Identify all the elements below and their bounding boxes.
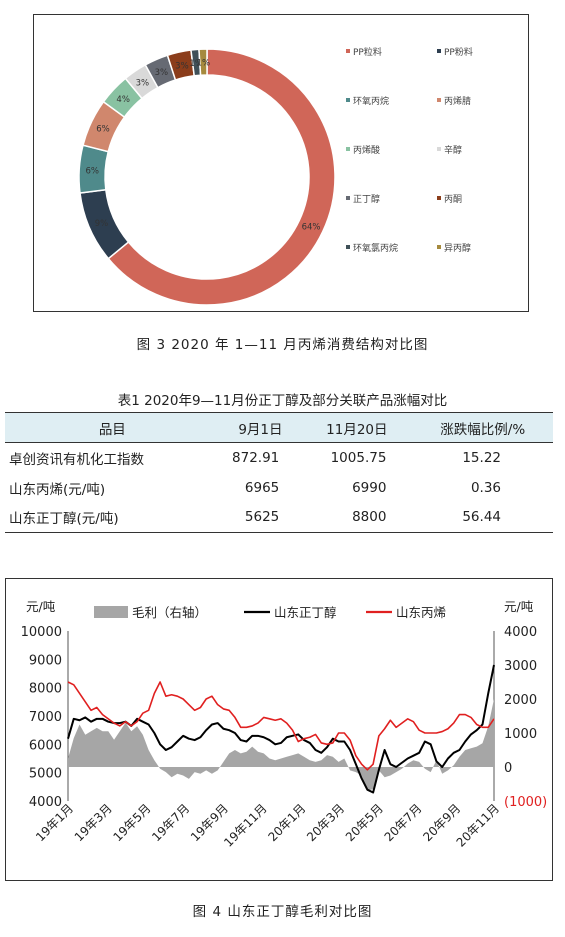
x-tick-label: 20年11月 (454, 801, 502, 849)
legend-swatch (94, 606, 128, 618)
left-tick-label: 9000 (29, 653, 62, 668)
legend-label: 正丁醇 (353, 193, 380, 205)
legend-swatch (437, 147, 441, 151)
table-cell: 6990 (352, 479, 387, 496)
donut-slice-label: 64% (302, 222, 321, 232)
table-cell: 872.91 (232, 449, 280, 466)
x-tick-label: 20年5月 (343, 801, 386, 844)
table-cell: 山东丙烯(元/吨) (9, 481, 106, 498)
donut-slice-label: 9% (95, 219, 109, 229)
butanol-price-line (67, 664, 495, 794)
right-tick-label: 4000 (504, 625, 537, 640)
legend-swatch (437, 196, 441, 200)
right-tick-label: 1000 (504, 727, 537, 742)
legend-swatch (346, 98, 350, 102)
donut-slice-label: 3% (155, 68, 169, 78)
figure4-caption: 图 4 山东正丁醇毛利对比图 (192, 904, 373, 920)
legend-label: 异丙醇 (444, 242, 471, 254)
propylene-price-line (67, 681, 495, 771)
x-tick-label: 19年7月 (149, 801, 192, 844)
legend-label: 环氧丙烷 (353, 95, 389, 107)
left-tick-label: 5000 (29, 767, 62, 782)
table1-title: 表1 2020年9—11月份正丁醇及部分关联产品涨幅对比 (117, 393, 448, 409)
legend-swatch (437, 245, 441, 249)
table-cell: 5625 (244, 509, 280, 526)
x-tick-label: 20年3月 (304, 801, 347, 844)
left-axis-unit: 元/吨 (26, 599, 56, 614)
comparison-table: 品目 9月1日 11月20日 涨跌幅比例/% 卓创资讯有机化工指数 872.91 1005… (5, 412, 553, 533)
x-tick-label: 20年1月 (265, 801, 308, 844)
table-cell: 卓创资讯有机化工指数 (9, 451, 144, 468)
legend-label: 丙烯酸 (353, 144, 380, 156)
left-tick-label: 6000 (29, 738, 62, 753)
table1-container: 品目 9月1日 11月20日 涨跌幅比例/% 卓创资讯有机化工指数 872.91 1005… (5, 412, 553, 533)
legend-label: 环氧氯丙烷 (353, 242, 398, 254)
table-row: 山东丙烯(元/吨) 6965 6990 0.36 (5, 473, 553, 503)
right-tick-label: 3000 (504, 659, 537, 674)
left-tick-label: 10000 (21, 625, 62, 640)
table-cell: 56.44 (462, 509, 501, 526)
donut-slice-label: 1% (197, 59, 211, 69)
donut-slice-label: 3% (136, 78, 150, 88)
table-cell: 山东正丁醇(元/吨) (9, 511, 119, 528)
table-header-cell: 涨跌幅比例/% (412, 412, 553, 443)
x-tick-label: 20年7月 (382, 801, 425, 844)
donut-slice-label: 6% (85, 166, 99, 176)
donut-slice (107, 48, 336, 306)
legend-label: 丙酮 (444, 194, 462, 205)
legend-label: PP粉料 (444, 46, 473, 58)
table-header-cell: 品目 (5, 412, 220, 443)
left-tick-label: 4000 (29, 795, 62, 810)
legend-label: 山东正丁醇 (274, 605, 337, 620)
legend-swatch (346, 147, 350, 151)
x-tick-label: 19年11月 (221, 801, 269, 849)
legend-swatch (346, 49, 350, 53)
donut-slice-label: 6% (96, 125, 110, 135)
table-row: 山东正丁醇(元/吨) 5625 8800 56.44 (5, 503, 553, 533)
left-tick-label: 7000 (29, 710, 62, 725)
figure3-caption: 图 3 2020 年 1—11 月丙烯消费结构对比图 (136, 337, 429, 353)
legend-swatch (346, 196, 350, 200)
legend-label: PP粒料 (353, 46, 382, 58)
legend-label: 毛利（右轴） (132, 605, 207, 620)
margin-line-chart: 1000090008000700060005000400040003000200… (21, 599, 548, 850)
table-cell: 6965 (244, 479, 280, 496)
donut-slice-label: 3% (175, 61, 189, 71)
x-tick-label: 19年3月 (72, 801, 115, 844)
figure4-chart-frame: 10000 9000 8000 7000 6000 5000 4000 4000 3000 200… (5, 578, 553, 881)
right-tick-label: (1000) (504, 795, 547, 810)
legend-swatch (437, 98, 441, 102)
table-header-cell: 11月20日 (301, 412, 413, 443)
table-header-cell: 9月1日 (219, 412, 302, 443)
table-cell: 8800 (352, 509, 387, 526)
table-header-row: 品目 9月1日 11月20日 涨跌幅比例/% (5, 412, 553, 443)
right-tick-label: 0 (504, 761, 512, 776)
table-cell: 15.22 (462, 449, 501, 466)
right-axis-unit: 元/吨 (504, 599, 534, 614)
left-tick-label: 8000 (29, 682, 62, 697)
donut-slice-label: 1% (189, 59, 203, 69)
table-cell: 1005.75 (330, 449, 387, 466)
legend-label: 山东丙烯 (396, 605, 446, 620)
legend-label: 辛醇 (444, 144, 462, 156)
legend-swatch (437, 49, 441, 53)
legend-swatch (346, 245, 350, 249)
table-row: 卓创资讯有机化工指数 872.91 1005.75 15.22 (5, 443, 553, 473)
donut-chart: 64%9%6%6%4%3%3%3% 1%1%PP粒料 PP粉料环氧丙烷 丙烯腈丙烯酸辛… (78, 46, 473, 306)
donut-slice-label: 4% (116, 95, 130, 105)
x-tick-label: 19年5月 (111, 801, 154, 844)
figure3-chart-frame: 64% 9% 6% 6% 4% 3% 3% 3% 1% 1% PP粒料 PP粉料 环氧丙烷 丙烯腈 丙烯酸辛… (33, 14, 529, 312)
legend-label: 丙烯腈 (444, 95, 471, 107)
table-cell: 0.36 (470, 479, 501, 496)
right-tick-label: 2000 (504, 693, 537, 708)
margin-area-series (68, 699, 494, 791)
donut-slice (198, 48, 208, 76)
